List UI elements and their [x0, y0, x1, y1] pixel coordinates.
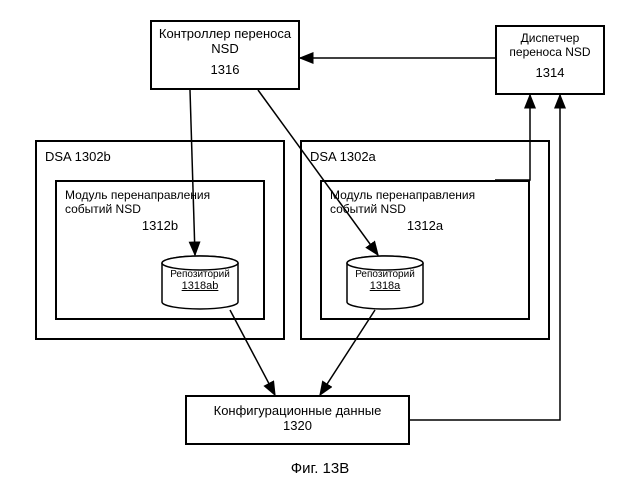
repo-a-label: Репозиторий	[345, 269, 425, 280]
diagram-canvas: Контроллер переноса NSD 1316 Диспетчер п…	[0, 0, 640, 500]
module-b-id: 1312b	[65, 218, 255, 233]
figure-caption: Фиг. 13B	[0, 460, 640, 477]
caption-text: Фиг. 13B	[291, 460, 349, 477]
config-line1: Конфигурационные данные	[187, 403, 408, 418]
repo-b-label: Репозиторий	[160, 269, 240, 280]
repo-b-id: 1318ab	[160, 280, 240, 292]
repo-a-cylinder: Репозиторий 1318a	[345, 255, 425, 310]
controller-line2: NSD	[152, 41, 298, 56]
dispatcher-line1: Диспетчер	[497, 31, 603, 45]
controller-line1: Контроллер переноса	[152, 26, 298, 41]
config-box: Конфигурационные данные 1320	[185, 395, 410, 445]
dsa-b-label: DSA 1302b	[45, 149, 111, 164]
dsa-a-label: DSA 1302a	[310, 149, 376, 164]
module-a-line1: Модуль перенаправления	[330, 188, 520, 202]
config-id: 1320	[187, 418, 408, 433]
repo-a-id: 1318a	[345, 280, 425, 292]
module-a-id: 1312a	[330, 218, 520, 233]
controller-box: Контроллер переноса NSD 1316	[150, 20, 300, 90]
controller-id: 1316	[152, 62, 298, 77]
module-b-line1: Модуль перенаправления	[65, 188, 255, 202]
repo-b-cylinder: Репозиторий 1318ab	[160, 255, 240, 310]
dispatcher-id: 1314	[497, 65, 603, 80]
module-a-line2: событий NSD	[330, 202, 520, 216]
module-b-line2: событий NSD	[65, 202, 255, 216]
dispatcher-box: Диспетчер переноса NSD 1314	[495, 25, 605, 95]
dispatcher-line2: переноса NSD	[497, 45, 603, 59]
